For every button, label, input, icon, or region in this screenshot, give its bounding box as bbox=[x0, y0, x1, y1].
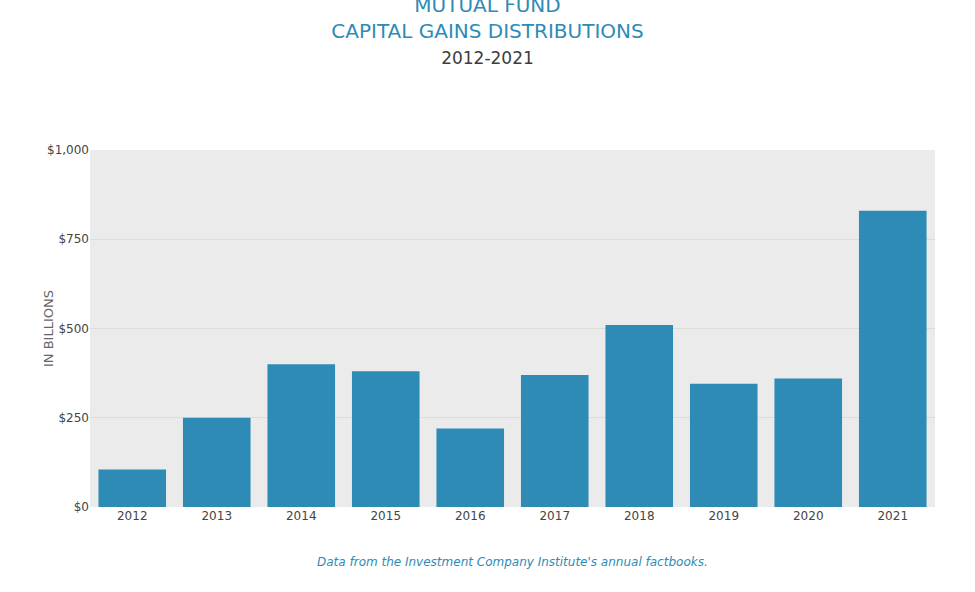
svg-text:2013: 2013 bbox=[201, 509, 232, 523]
svg-text:MUTUAL FUNDCAPITAL GAINS DISTR: MUTUAL FUNDCAPITAL GAINS DISTRIBUTIONS20… bbox=[331, 0, 643, 68]
svg-text:2012: 2012 bbox=[117, 509, 148, 523]
svg-text:2021: 2021 bbox=[877, 509, 908, 523]
svg-text:2014: 2014 bbox=[286, 509, 317, 523]
svg-text:2016: 2016 bbox=[455, 509, 486, 523]
svg-text:$0: $0 bbox=[74, 500, 89, 514]
svg-text:$1,000: $1,000 bbox=[47, 143, 89, 157]
svg-text:2020: 2020 bbox=[793, 509, 824, 523]
svg-text:IN BILLIONS: IN BILLIONS bbox=[41, 290, 56, 367]
svg-text:$750: $750 bbox=[58, 232, 89, 246]
svg-text:$500: $500 bbox=[58, 322, 89, 336]
svg-text:$250: $250 bbox=[58, 411, 89, 425]
svg-text:Data from the Investment Compa: Data from the Investment Company Institu… bbox=[317, 555, 708, 569]
svg-text:2018: 2018 bbox=[624, 509, 655, 523]
svg-text:2019: 2019 bbox=[708, 509, 739, 523]
svg-text:2015: 2015 bbox=[370, 509, 401, 523]
svg-text:2017: 2017 bbox=[539, 509, 570, 523]
